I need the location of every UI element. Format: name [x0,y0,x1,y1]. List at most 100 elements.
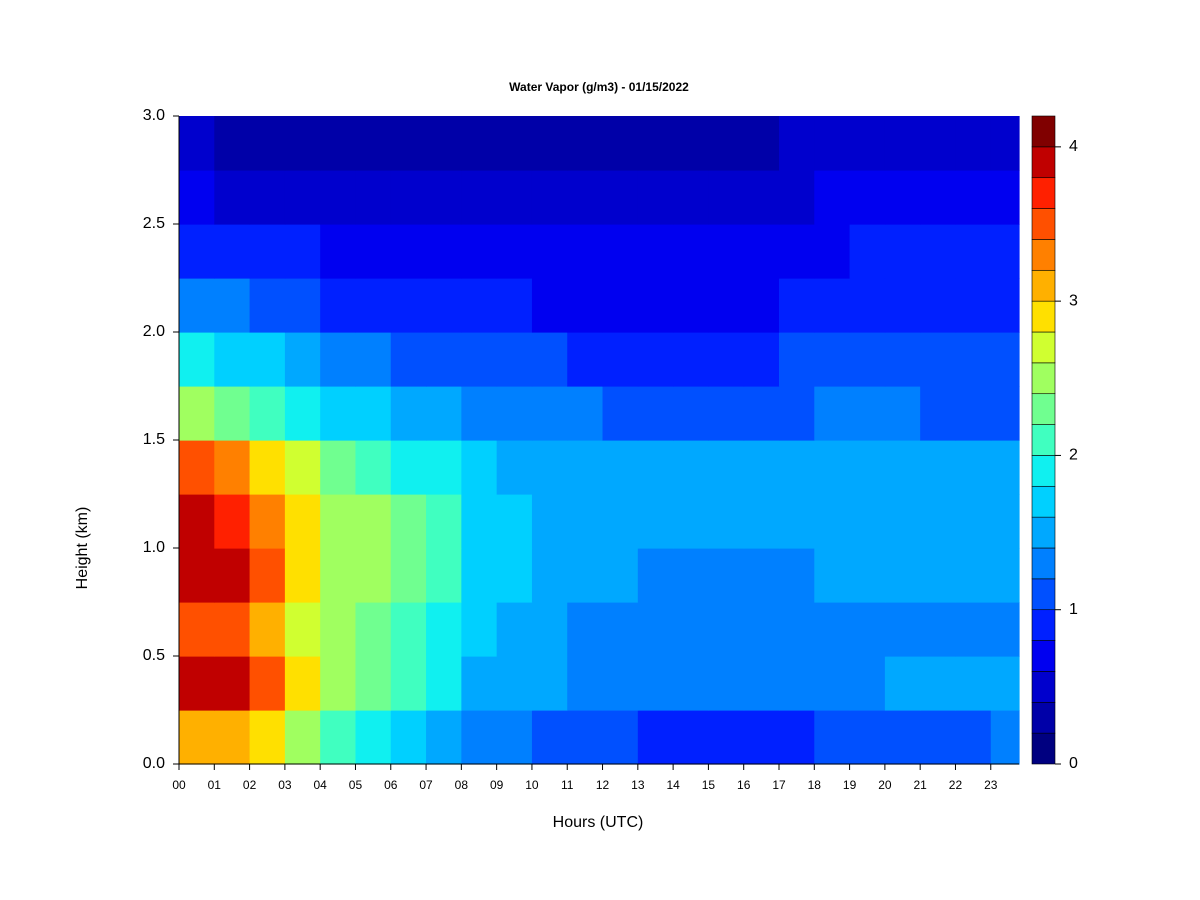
heatmap-cell [920,224,957,279]
heatmap-cell [567,386,604,441]
y-tick-label: 0.5 [143,647,165,664]
heatmap-cell [743,656,780,711]
heatmap-cell [743,494,780,549]
colorbar-band [1031,115,1056,148]
heatmap-cell [849,602,886,657]
heatmap-cell [179,548,215,603]
heatmap-cell [496,656,533,711]
colorbar-tick-label: 2 [1069,447,1078,464]
heatmap-cell [920,278,957,333]
heatmap-cell [355,278,392,333]
heatmap-cell [814,278,851,333]
heatmap-cell [990,278,1020,333]
colorbar-band [1031,177,1056,209]
x-tick-label: 17 [772,778,786,792]
heatmap-cell [390,332,427,387]
x-tick-label: 00 [172,778,186,792]
heatmap-cell [990,548,1020,603]
heatmap-cell [955,170,992,225]
heatmap-cell [531,656,568,711]
heatmap-cell [461,332,498,387]
heatmap-cell [390,440,427,495]
heatmap-cell [814,710,851,765]
heatmap-cell [708,224,745,279]
heatmap-cell [955,710,992,765]
heatmap-cell [214,170,251,225]
heatmap-cell [955,602,992,657]
heatmap-cell [355,332,392,387]
y-tick-label: 0.0 [143,755,165,772]
heatmap-cell [779,710,815,765]
heatmap-cell [390,710,427,765]
heatmap-cell [426,278,462,333]
heatmap-cell [920,332,957,387]
heatmap-cell [602,170,639,225]
heatmap-cell [708,710,745,765]
heatmap-cell [884,494,921,549]
heatmap-cell [390,386,427,441]
heatmap-cell [214,656,251,711]
x-axis-label: Hours (UTC) [553,814,644,831]
colorbar-band [1031,455,1056,487]
heatmap-cell [531,224,568,279]
heatmap-cell [602,710,639,765]
heatmap-cell [320,440,357,495]
heatmap-cell [849,494,886,549]
colorbar-band [1031,640,1056,672]
heatmap-cell [743,602,780,657]
heatmap-cell [920,170,957,225]
heatmap-cell [179,656,215,711]
heatmap-cell [708,440,745,495]
heatmap-cell [708,656,745,711]
heatmap-cell [461,224,498,279]
heatmap-cell [637,440,674,495]
heatmap-cell [461,602,498,657]
heatmap-cell [708,278,745,333]
heatmap-cell [426,170,462,225]
y-tick-label: 2.5 [143,215,165,232]
x-tick-label: 23 [984,778,998,792]
colorbar-band [1031,485,1056,518]
heatmap-cell [567,602,604,657]
heatmap-cell [884,440,921,495]
heatmap-cell [249,170,286,225]
heatmap-cell [814,386,851,441]
heatmap-cell [567,710,604,765]
chart-title: Water Vapor (g/m3) - 01/15/2022 [509,80,689,94]
heatmap-cell [849,224,886,279]
heatmap-cell [673,116,710,171]
colorbar-tick-label: 4 [1069,138,1078,155]
heatmap-cell [567,116,604,171]
heatmap-cell [779,386,815,441]
heatmap-cell [708,170,745,225]
heatmap-cell [814,548,851,603]
heatmap-cell [214,116,251,171]
heatmap-cell [214,494,251,549]
heatmap-cell [531,710,568,765]
heatmap-cell [990,224,1020,279]
heatmap-cell [531,602,568,657]
y-axis-label: Height (km) [74,507,91,590]
heatmap-cell [743,710,780,765]
heatmap-cell [320,656,357,711]
heatmap-cell [249,548,286,603]
heatmap-cell [461,548,498,603]
heatmap-cell [884,224,921,279]
heatmap-cell [249,440,286,495]
heatmap-cell [779,116,815,171]
colorbar-band [1031,331,1056,364]
x-tick-label: 05 [349,778,363,792]
heatmap-cell [955,548,992,603]
heatmap-cell [355,494,392,549]
heatmap-cell [779,548,815,603]
heatmap-cell [214,548,251,603]
heatmap-cell [531,494,568,549]
heatmap-cell [602,494,639,549]
heatmap-cell [779,602,815,657]
x-tick-label: 04 [313,778,327,792]
colorbar-tick-label: 3 [1069,292,1078,309]
colorbar-band [1031,269,1056,302]
heatmap-cell [779,494,815,549]
heatmap-cell [779,440,815,495]
heatmap-cell [990,494,1020,549]
